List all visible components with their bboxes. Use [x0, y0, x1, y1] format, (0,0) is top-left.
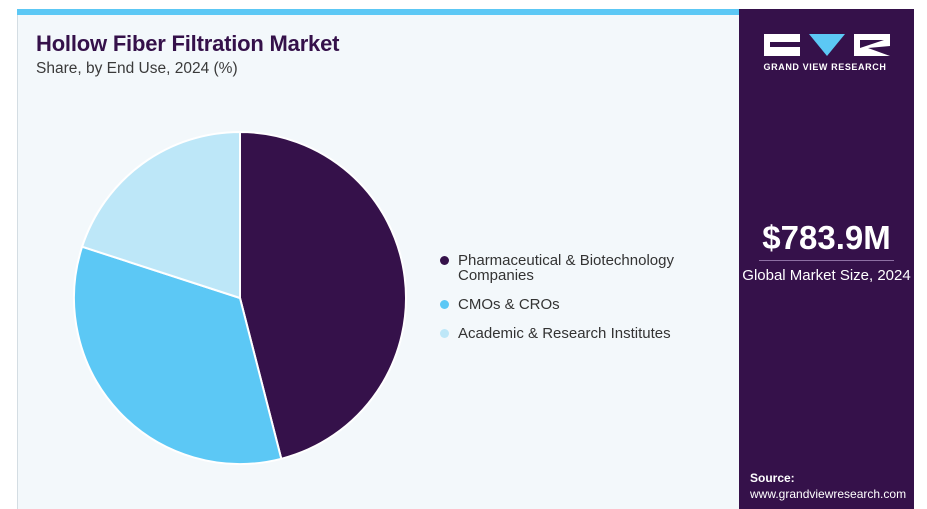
chart-subtitle: Share, by End Use, 2024 (%): [36, 60, 238, 77]
legend-swatch: [440, 300, 449, 309]
sidebar-panel: [739, 9, 914, 509]
accent-bar: [17, 9, 739, 15]
legend-swatch: [440, 256, 449, 265]
legend-item: Pharmaceutical & Biotechnology Companies: [440, 253, 718, 283]
divider: [759, 260, 894, 261]
legend-swatch: [440, 329, 449, 338]
legend-label: CMOs & CROs: [458, 296, 560, 313]
market-size-value: $783.9M: [762, 219, 891, 256]
legend-item: CMOs & CROs: [440, 297, 718, 312]
brand-name: GRAND VIEW RESEARCH: [763, 62, 887, 72]
chart-title: Hollow Fiber Filtration Market: [36, 31, 340, 56]
grand-view-research-logo: [764, 34, 890, 56]
market-size-caption: Global Market Size, 2024: [742, 267, 911, 284]
legend-item: Academic & Research Institutes: [440, 326, 718, 341]
chart-legend: Pharmaceutical & Biotechnology Companies C…: [440, 253, 718, 341]
source-label: Source:: [750, 471, 795, 485]
legend-label: Pharmaceutical & Biotechnology Companies: [458, 252, 674, 284]
legend-label: Academic & Research Institutes: [458, 325, 671, 342]
source-link[interactable]: www.grandviewresearch.com: [750, 487, 907, 501]
